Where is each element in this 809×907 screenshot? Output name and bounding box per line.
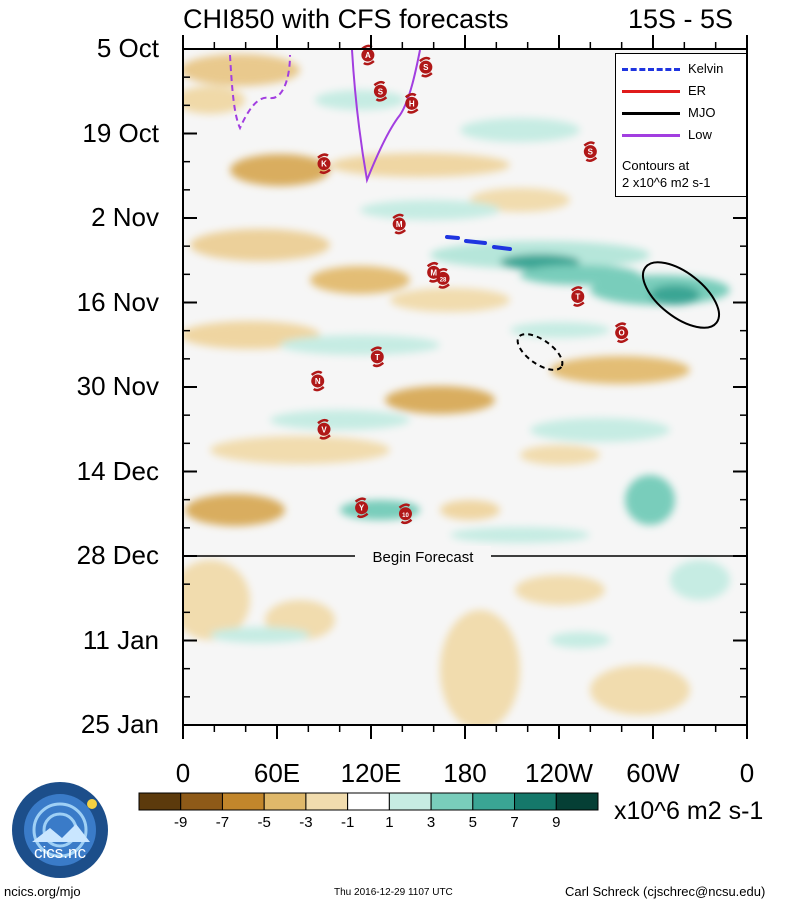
- colorbar-tick-label: 7: [510, 814, 519, 831]
- storm-label: Y: [359, 504, 365, 513]
- storm-label: T: [575, 292, 580, 301]
- storm-marker: T: [571, 286, 585, 307]
- legend-mjo-label: MJO: [688, 105, 716, 120]
- storm-marker: O: [614, 322, 629, 344]
- storm-marker: S: [583, 141, 598, 162]
- legend-note-2: 2 x10^6 m2 s-1: [622, 175, 711, 190]
- y-tick-label: 5 Oct: [96, 33, 159, 63]
- storm-label: S: [423, 63, 429, 72]
- storm-marker: M: [392, 213, 406, 235]
- kelvin-contour: [445, 235, 512, 251]
- colorbar-tick-label: -9: [174, 814, 188, 831]
- legend-low-label: Low: [688, 127, 712, 142]
- colorbar-swatch: [138, 792, 182, 811]
- region-label: 15S - 5S: [628, 4, 734, 34]
- colorbar-swatch: [472, 792, 516, 811]
- x-tick-label: 60E: [253, 758, 301, 788]
- x-tick-label: 60W: [626, 758, 680, 788]
- storm-label: V: [321, 425, 327, 434]
- colorbar-swatch: [221, 792, 265, 811]
- legend-kelvin-swatch: [622, 68, 680, 71]
- colorbar-swatch: [180, 792, 223, 811]
- footer-url: ncics.org/mjo: [4, 884, 81, 899]
- storm-label: T: [375, 353, 380, 362]
- storm-label: O: [619, 329, 625, 338]
- y-tick-label: 11 Jan: [82, 624, 159, 655]
- colorbar-tick-label: 3: [426, 814, 436, 831]
- low-contour-dashed: [229, 54, 291, 131]
- colorbar-swatch: [388, 792, 432, 811]
- low-contour: [351, 49, 421, 184]
- y-tick-label: 28 Dec: [76, 540, 159, 570]
- storm-label: N: [315, 377, 321, 386]
- storm-marker: S: [419, 56, 433, 78]
- storm-marker: 10: [398, 503, 413, 525]
- y-tick-label: 19 Oct: [82, 117, 159, 148]
- y-tick-label: 2 Nov: [91, 202, 159, 232]
- colorbar-tick-label: -1: [340, 814, 355, 831]
- axes: [182, 35, 748, 739]
- storm-marker: S: [373, 80, 388, 102]
- storm-label: 10: [402, 513, 409, 519]
- colorbar-tick-label: 1: [385, 814, 394, 831]
- colorbar-swatch: [555, 792, 599, 811]
- colorbar-swatch: [305, 792, 349, 811]
- storm-label: A: [365, 51, 371, 60]
- footer-timestamp: Thu 2016-12-29 1107 UTC: [334, 887, 453, 898]
- storm-marker: N: [310, 370, 325, 392]
- chart-title: CHI850 with CFS forecasts: [183, 4, 509, 34]
- storm-marker: K: [317, 153, 331, 175]
- legend-note-1: Contours at: [622, 158, 690, 173]
- x-tick-label: 120E: [340, 758, 402, 788]
- colorbar-swatch: [514, 792, 557, 811]
- x-tick-label: 0: [175, 758, 191, 788]
- colorbar-swatch: [263, 792, 307, 811]
- legend-kelvin-label: Kelvin: [688, 61, 724, 76]
- footer-author: Carl Schreck (cjschrec@ncsu.edu): [565, 884, 766, 899]
- legend-mjo-swatch: [622, 112, 680, 115]
- anomaly-field: [183, 49, 747, 725]
- mjo-contour-dashed: [516, 333, 564, 371]
- mjo-contour: [642, 261, 720, 329]
- storm-marker: T: [370, 346, 385, 368]
- begin-forecast-label: Begin Forecast: [373, 549, 475, 566]
- storm-label: S: [378, 87, 384, 96]
- colorbar-tick-label: 5: [468, 814, 477, 831]
- storm-label: M: [430, 268, 437, 277]
- cics-logo: cics.nc: [12, 782, 108, 878]
- legend-low-swatch: [622, 134, 680, 137]
- storm-marker: H: [404, 92, 419, 114]
- storm-marker: V: [317, 418, 331, 440]
- colorbar-tick-label: -7: [215, 814, 230, 831]
- y-tick-label: 25 Jan: [80, 709, 159, 739]
- storm-marker: 28: [436, 267, 450, 289]
- storm-label: 28: [440, 277, 447, 283]
- storm-label: H: [409, 99, 415, 108]
- colorbar-units: x10^6 m2 s-1: [614, 797, 764, 825]
- legend: Kelvin ER MJO Low Contours at 2 x10^6 m2…: [615, 53, 747, 197]
- storm-label: S: [588, 148, 594, 157]
- colorbar: [138, 792, 599, 811]
- y-tick-label: 16 Nov: [76, 286, 159, 317]
- y-tick-label: 30 Nov: [76, 371, 159, 401]
- legend-er-label: ER: [688, 83, 707, 98]
- x-tick-label: 180: [443, 758, 487, 788]
- storm-marker: Y: [354, 497, 369, 519]
- x-tick-label: 120W: [525, 758, 593, 788]
- colorbar-tick-label: -3: [299, 814, 313, 831]
- y-tick-label: 14 Dec: [76, 455, 159, 486]
- colorbar-tick-label: -5: [257, 814, 271, 831]
- colorbar-swatch: [347, 792, 390, 811]
- storm-label: M: [396, 220, 403, 229]
- colorbar-tick-label: 9: [552, 814, 561, 831]
- colorbar-swatch: [430, 792, 474, 811]
- legend-er-swatch: [622, 90, 680, 93]
- x-tick-label: 0: [739, 758, 755, 788]
- logo-text: cics.nc: [34, 843, 86, 862]
- storm-label: K: [321, 160, 327, 169]
